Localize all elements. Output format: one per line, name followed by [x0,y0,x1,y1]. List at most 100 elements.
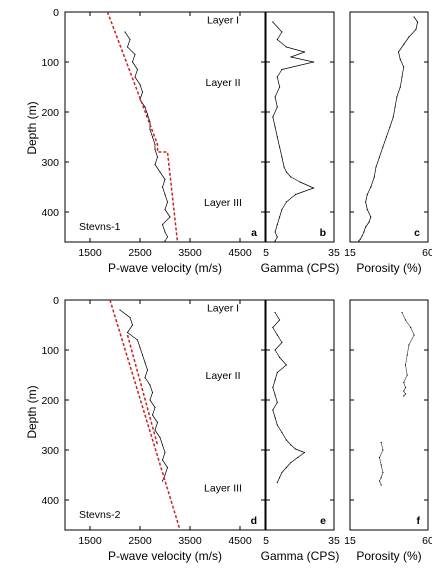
panel-frame-a [64,11,266,243]
ytick-label-d-3: 300 [41,445,59,457]
data-point-e-0-25 [279,476,281,479]
data-point-b-0-27 [274,231,276,233]
data-point-a-0-24 [164,208,166,211]
data-point-b-0-10 [274,96,276,98]
panels-layer: 1500 2500 3500 4500 0 100 200 300 400 P-wave velo… [41,7,432,563]
data-point-d-0-17 [159,436,161,439]
xlabel-c: Porosity (%) [356,261,421,275]
data-point-a-0-15 [154,143,156,146]
data-point-a-0-19 [159,171,161,173]
data-point-c-0-18 [373,176,375,178]
data-point-c-0-28 [359,238,361,240]
plot-area-b [272,21,315,242]
data-point-e-0-0 [274,311,276,314]
ytick-label-a-2: 200 [41,107,59,119]
data-point-c-0-12 [392,116,394,118]
data-point-c-0-11 [394,106,396,108]
plot-area-d [109,300,181,530]
data-point-b-0-18 [285,171,287,173]
data-point-d-0-0 [119,309,121,311]
data-point-f-0-6 [404,364,407,366]
data-point-c-0-22 [366,208,368,211]
data-point-e-0-16 [281,431,283,434]
data-point-b-0-5 [290,56,292,58]
data-point-d-0-6 [141,354,144,356]
data-point-c-0-2 [415,28,417,31]
data-point-b-0-6 [313,61,315,63]
data-point-f-0-9 [404,386,407,389]
data-point-c-0-19 [370,186,372,188]
data-point-a-0-22 [164,193,166,196]
data-point-e-0-2 [272,326,274,329]
layer-label-a-2: Layer III [204,197,242,209]
data-point-b-0-29 [274,240,276,242]
data-point-d-0-16 [154,429,156,431]
xtick-label-f-0: 15 [344,535,356,547]
plot-area-c [358,16,419,242]
data-point-f-1-5 [380,476,382,479]
data-point-a-0-2 [126,46,129,48]
data-point-a-0-11 [146,113,149,116]
data-point-a-0-21 [161,186,164,188]
well-label-a: Stevns-1 [79,221,121,233]
data-point-b-0-12 [272,116,274,118]
data-point-a-0-20 [164,178,166,181]
data-point-e-0-21 [297,456,299,459]
series-f-trace-1 [379,442,384,486]
xtick-label-a-3: 4500 [228,247,252,259]
data-point-d-0-14 [151,414,154,416]
panel-e: 5 35 Gamma (CPS) e [261,299,340,563]
data-point-d-0-1 [129,316,131,319]
data-point-f-0-7 [406,374,408,376]
data-point-a-0-26 [161,223,164,226]
data-point-a-0-18 [154,163,156,166]
data-point-e-0-15 [276,424,278,426]
ytick-label-a-1: 100 [41,57,59,69]
layer-label-a-1: Layer II [205,77,240,89]
xtick-label-e-0: 5 [263,535,269,547]
data-point-b-0-22 [294,193,297,196]
data-point-e-0-13 [272,409,274,411]
xlabel-d: P-wave velocity (m/s) [108,549,222,563]
panel-b: 5 35 Gamma (CPS) b [261,11,340,275]
data-point-f-0-0 [401,311,403,314]
data-point-c-0-29 [358,240,360,242]
data-point-d-0-15 [156,421,159,424]
data-point-a-0-5 [136,68,139,71]
panel-letter-d: d [251,515,257,527]
data-point-d-0-12 [149,399,151,401]
data-point-c-0-16 [378,156,381,158]
series-c-trace-0 [358,16,418,242]
ytick-label-a-3: 300 [41,157,59,169]
panel-frame-c [349,11,429,243]
data-point-e-0-18 [290,444,292,446]
data-point-b-0-7 [281,68,283,71]
data-point-b-0-1 [281,31,283,33]
panel-letter-e: e [320,515,326,527]
data-point-e-0-3 [276,334,278,336]
data-point-a-0-8 [141,91,144,93]
ylabel-bottom: Depth (m) [25,385,39,438]
data-point-d-0-21 [166,466,169,469]
data-point-b-0-21 [313,187,315,189]
data-point-c-0-21 [365,201,367,203]
ytick-label-a-0: 0 [53,7,59,19]
data-point-e-0-24 [281,471,283,474]
plot-area-e [272,311,306,484]
data-point-f-0-8 [403,381,405,384]
data-point-d-0-4 [136,339,139,341]
panel-frame-e [265,299,335,531]
data-point-c-0-1 [417,21,419,23]
series-d-trend-2 [126,334,159,446]
data-point-f-1-2 [378,456,381,459]
series-d-trend-1 [109,300,181,530]
panel-letter-f: f [417,515,421,527]
panel-letter-b: b [320,227,326,239]
data-point-f-0-1 [404,319,407,321]
data-point-f-1-0 [380,441,382,444]
xtick-label-d-0: 1500 [78,535,102,547]
xlabel-f: Porosity (%) [356,549,421,563]
data-point-b-0-11 [276,106,278,108]
data-point-d-0-19 [164,451,166,454]
